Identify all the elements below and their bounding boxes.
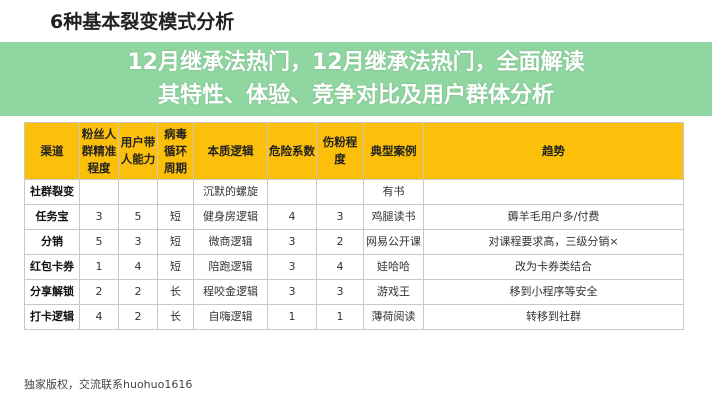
- table-cell: 4: [316, 254, 364, 280]
- table-cell: 4: [79, 304, 119, 330]
- column-header: 趋势: [423, 122, 684, 180]
- copyright-footer: 独家版权，交流联系huohuo1616: [24, 378, 193, 391]
- table-header-row: 渠道 粉丝人群精准程度 用户带人能力 病毒循环周期 本质逻辑 危险系数 伤粉程度 典型案例 趋势: [24, 122, 684, 180]
- table-cell: 3: [267, 229, 317, 255]
- fission-mode-table: 渠道 粉丝人群精准程度 用户带人能力 病毒循环周期 本质逻辑 危险系数 伤粉程度 典型案例 趋势…: [24, 122, 684, 330]
- table-cell: 薅羊毛用户多/付费: [423, 204, 684, 230]
- table-cell: 鸡腿读书: [363, 204, 424, 230]
- table-cell: [267, 179, 317, 205]
- table-row: 红包卡券 1 4 短陪跑逻辑 3 4 娃哈哈 改为卡券类结合: [24, 254, 684, 280]
- table-cell: 1: [79, 254, 119, 280]
- table-cell: 娃哈哈: [363, 254, 424, 280]
- headline-line-2: 其特性、体验、竞争对比及用户群体分析: [157, 83, 554, 108]
- table-cell: 短: [157, 254, 194, 280]
- table-cell: 自嗨逻辑: [193, 304, 268, 330]
- table-row: 社群裂变 沉默的螺旋 有书: [24, 179, 684, 205]
- table-cell: 3: [316, 204, 364, 230]
- table-cell: 3: [267, 254, 317, 280]
- table-cell: 2: [118, 304, 158, 330]
- table-cell: 4: [267, 204, 317, 230]
- table-cell: 程咬金逻辑: [193, 279, 268, 305]
- column-header: 危险系数: [267, 122, 317, 180]
- headline-overlay: [0, 42, 712, 116]
- table-cell: 游戏王: [363, 279, 424, 305]
- table-cell: 3: [79, 204, 119, 230]
- table-cell: 改为卡券类结合: [423, 254, 684, 280]
- headline: 12月继承法热门，12月继承法热门，全面解读 其特性、体验、竞争对比及用户群体分…: [0, 46, 712, 112]
- table-cell: [157, 179, 194, 205]
- table-cell: 分销: [24, 229, 80, 255]
- table-cell: 短: [157, 204, 194, 230]
- table-cell: 薄荷阅读: [363, 304, 424, 330]
- table-cell: 有书: [363, 179, 424, 205]
- column-header: 用户带人能力: [118, 122, 158, 180]
- table-cell: 分享解锁: [24, 279, 80, 305]
- table-cell: 打卡逻辑: [24, 304, 80, 330]
- table-cell: 移到小程序等安全: [423, 279, 684, 305]
- table-cell: [79, 179, 119, 205]
- table-cell: 社群裂变: [24, 179, 80, 205]
- table-row: 任务宝 3 5 短健身房逻辑 4 3 鸡腿读书 薅羊毛用户多/付费: [24, 204, 684, 230]
- image-title: 6种基本裂变模式分析: [50, 11, 235, 33]
- table-cell: 转移到社群: [423, 304, 684, 330]
- table-cell: 4: [118, 254, 158, 280]
- table-cell: 2: [118, 279, 158, 305]
- column-header: 病毒循环周期: [157, 122, 194, 180]
- table-cell: 短: [157, 229, 194, 255]
- table-cell: 对课程要求高，三级分销×: [423, 229, 684, 255]
- table-row: 打卡逻辑 4 2 长自嗨逻辑 1 1 薄荷阅读 转移到社群: [24, 304, 684, 330]
- table-cell: 2: [316, 229, 364, 255]
- table-cell: [118, 179, 158, 205]
- table-cell: 健身房逻辑: [193, 204, 268, 230]
- column-header: 本质逻辑: [193, 122, 268, 180]
- table-cell: 3: [267, 279, 317, 305]
- table-cell: 红包卡券: [24, 254, 80, 280]
- table-cell: 2: [79, 279, 119, 305]
- table-cell: 5: [118, 204, 158, 230]
- table-cell: 网易公开课: [363, 229, 424, 255]
- table-cell: 1: [316, 304, 364, 330]
- table-row: 分享解锁 2 2 长程咬金逻辑 3 3 游戏王 移到小程序等安全: [24, 279, 684, 305]
- table-cell: 沉默的螺旋: [193, 179, 268, 205]
- table-cell: [316, 179, 364, 205]
- column-header: 粉丝人群精准程度: [79, 122, 119, 180]
- table-cell: 陪跑逻辑: [193, 254, 268, 280]
- table-cell: 长: [157, 279, 194, 305]
- column-header: 典型案例: [363, 122, 424, 180]
- table-cell: 任务宝: [24, 204, 80, 230]
- table-cell: 3: [316, 279, 364, 305]
- table-cell: 微商逻辑: [193, 229, 268, 255]
- table-cell: 3: [118, 229, 158, 255]
- table-row: 分销 5 3 短微商逻辑 3 2 网易公开课 对课程要求高，三级分销×: [24, 229, 684, 255]
- table-cell: 5: [79, 229, 119, 255]
- table-cell: 长: [157, 304, 194, 330]
- headline-line-1: 12月继承法热门，12月继承法热门，全面解读: [127, 50, 585, 75]
- table-cell: [423, 179, 684, 205]
- column-header: 伤粉程度: [316, 122, 364, 180]
- column-header: 渠道: [24, 122, 80, 180]
- table-cell: 1: [267, 304, 317, 330]
